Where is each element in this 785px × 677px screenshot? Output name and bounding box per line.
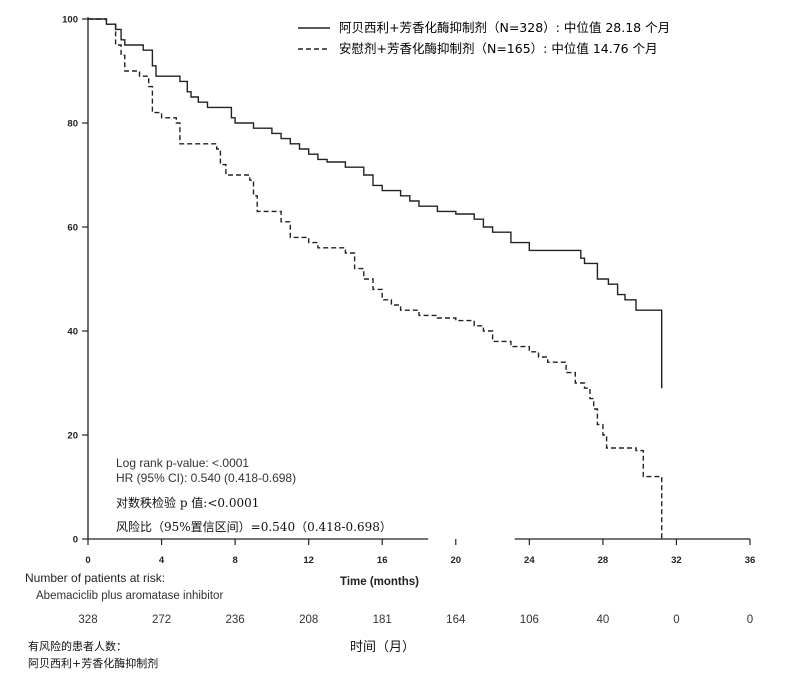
risk-table-title: Number of patients at risk: [25, 571, 166, 585]
x-tick-label: 8 [232, 555, 237, 566]
y-tick-label: 40 [67, 327, 78, 338]
logrank-pvalue: Log rank p-value: <.0001 [116, 456, 250, 470]
hazard-ratio: HR (95% CI): 0.540 (0.418-0.698) [116, 471, 297, 485]
x-tick-label: 16 [377, 555, 388, 566]
stats-box: Log rank p-value: <.0001 HR (95% CI): 0.… [116, 456, 296, 486]
risk-table-group-cn: 阿贝西利+芳香化酶抑制剂 [28, 657, 159, 670]
risk-count: 208 [299, 614, 319, 626]
risk-count: 164 [446, 614, 466, 626]
x-axis-title: Time (months) [340, 576, 420, 588]
y-tick-label: 80 [67, 119, 78, 130]
series-line-abemaciclib [88, 18, 663, 389]
x-tick-label: 24 [524, 555, 535, 566]
x-tick-label: 36 [745, 555, 756, 566]
risk-count: 0 [746, 614, 754, 626]
x-tick-label: 28 [598, 555, 609, 566]
y-tick-label: 0 [73, 535, 78, 546]
survival-curves [88, 18, 663, 539]
risk-count: 328 [78, 614, 98, 626]
risk-count: 0 [673, 614, 680, 626]
x-tick-label: 20 [450, 555, 461, 566]
x-axis-title-cn: 时间（月） [350, 640, 416, 655]
series-line-placebo [88, 18, 663, 539]
legend-entry-abemaciclib: 阿贝西利+芳香化酶抑制剂（N=328）: 中位值 28.18 个月 [339, 20, 670, 35]
risk-count: 236 [225, 614, 245, 626]
x-tick-label: 4 [159, 555, 165, 566]
x-tick-label: 12 [303, 555, 314, 566]
risk-table-title-cn: 有风险的患者人数： [28, 640, 127, 653]
x-tick-label: 0 [85, 555, 90, 566]
y-tick-label: 60 [67, 223, 78, 234]
legend-entry-placebo: 安慰剂+芳香化酶抑制剂（N=165）: 中位值 14.76 个月 [339, 41, 658, 56]
risk-count: 40 [596, 614, 610, 626]
legend: 阿贝西利+芳香化酶抑制剂（N=328）: 中位值 28.18 个月 安慰剂+芳香… [298, 20, 670, 56]
y-tick-label: 20 [67, 431, 78, 442]
y-tick-label: 100 [62, 15, 78, 26]
x-tick-label: 32 [671, 555, 682, 566]
hazard-ratio-cn: 风险比（95%置信区间）=0.540（0.418-0.698） [116, 520, 392, 534]
logrank-pvalue-cn: 对数秩检验 p 值:<0.0001 [116, 496, 260, 510]
risk-count: 272 [151, 614, 172, 626]
risk-count: 106 [519, 614, 539, 626]
risk-table-group: Abemaciclib plus aromatase inhibitor [36, 590, 224, 602]
chart-axes: 0 20 40 60 80 100 0 4 8 12 16 20 24 28 32 36 [62, 15, 755, 567]
risk-count: 181 [372, 614, 392, 626]
